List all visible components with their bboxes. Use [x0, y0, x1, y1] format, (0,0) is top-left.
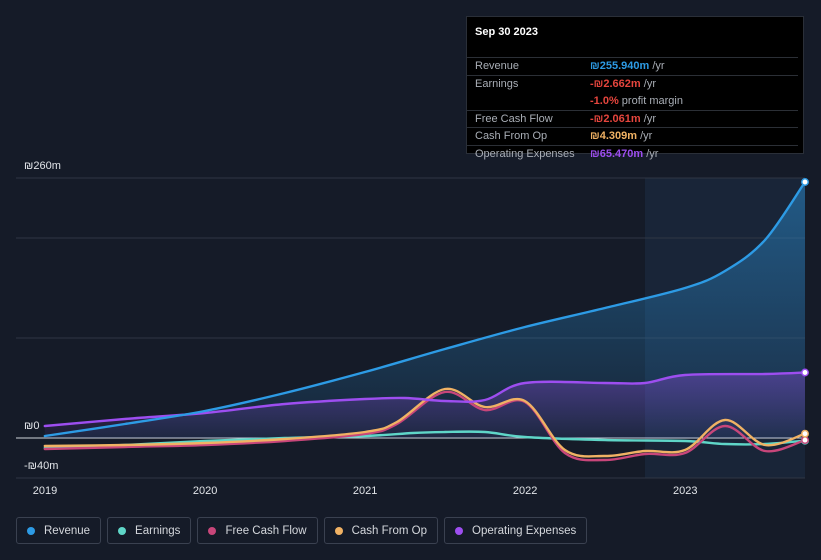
tooltip-row-value: -₪2.662m /yr: [590, 77, 656, 90]
legend-label: Revenue: [44, 524, 91, 537]
legend-item-operating-expenses[interactable]: Operating Expenses: [444, 517, 588, 544]
series-end-marker-operating_expenses: [801, 368, 809, 377]
series-line-operating_expenses: [43, 371, 807, 428]
x-tick-label-2019: 2019: [32, 485, 58, 497]
legend-dot-icon: [208, 526, 217, 535]
chart-legend: Revenue Earnings Free Cash Flow Cash From O…: [16, 517, 588, 546]
series-end-marker-free_cash_flow: [801, 436, 809, 445]
x-tick-label-2020: 2020: [192, 485, 218, 497]
legend-dot-icon: [455, 526, 464, 535]
series-area-revenue: [44, 182, 806, 438]
tooltip-row-value: -₪2.061m /yr: [590, 112, 656, 125]
x-tick-label-2021: 2021: [352, 485, 378, 497]
y-tick-label-top: ₪260m: [24, 160, 61, 172]
series-end-marker-cash_from_op: [801, 429, 809, 438]
y-tick-label-bottom: -₪40m: [24, 460, 59, 472]
tooltip-row-value: -1.0% profit margin: [590, 95, 683, 107]
tooltip-row-value: ₪255.940m /yr: [590, 60, 665, 72]
series-line-cash_from_op: [43, 387, 807, 458]
tooltip-row: Revenue ₪255.940m /yr: [467, 57, 798, 75]
tooltip-date: Sep 30 2023: [475, 26, 538, 38]
series-area-operating_expenses: [44, 372, 806, 438]
tooltip-row-label: Cash From Op: [475, 130, 548, 142]
tooltip-row: Cash From Op ₪4.309m /yr: [467, 127, 798, 145]
tooltip-row-label: Earnings: [475, 77, 519, 90]
legend-dot-icon: [27, 526, 35, 535]
tooltip-row-label: Operating Expenses: [475, 147, 575, 160]
legend-dot-icon: [334, 526, 343, 535]
legend-label: Cash From Op: [351, 524, 428, 537]
series-line-earnings: [43, 430, 807, 450]
tooltip-row: -1.0% profit margin: [467, 92, 798, 110]
y-tick-label-zero: ₪0: [24, 420, 40, 432]
tooltip-row: Earnings -₪2.662m /yr: [467, 74, 798, 93]
legend-item-cash-from-op[interactable]: Cash From Op: [323, 517, 439, 544]
x-tick-label-2023: 2023: [672, 485, 698, 497]
data-tooltip: Sep 30 2023 Revenue ₪255.940m /yr Earnings…: [466, 16, 804, 160]
tooltip-row: Free Cash Flow -₪2.061m /yr: [467, 109, 798, 128]
legend-item-revenue[interactable]: Revenue: [16, 517, 102, 544]
x-tick-label-2022: 2022: [512, 485, 538, 497]
series-end-marker-revenue: [801, 178, 809, 186]
legend-item-earnings[interactable]: Earnings: [107, 517, 192, 544]
tooltip-row-label: Free Cash Flow: [475, 112, 553, 125]
legend-dot-icon: [118, 526, 127, 535]
legend-item-free-cash-flow[interactable]: Free Cash Flow: [197, 517, 318, 544]
series-line-free_cash_flow: [43, 390, 807, 462]
legend-label: Free Cash Flow: [225, 524, 307, 537]
tooltip-row: Operating Expenses ₪65.470m /yr: [467, 144, 798, 163]
series-line-revenue: [43, 180, 807, 438]
legend-label: Earnings: [135, 524, 181, 537]
tooltip-row-value: ₪4.309m /yr: [590, 130, 653, 142]
tooltip-row-label: Revenue: [475, 60, 520, 72]
tooltip-row-value: ₪65.470m /yr: [590, 147, 659, 160]
legend-label: Operating Expenses: [472, 524, 577, 537]
